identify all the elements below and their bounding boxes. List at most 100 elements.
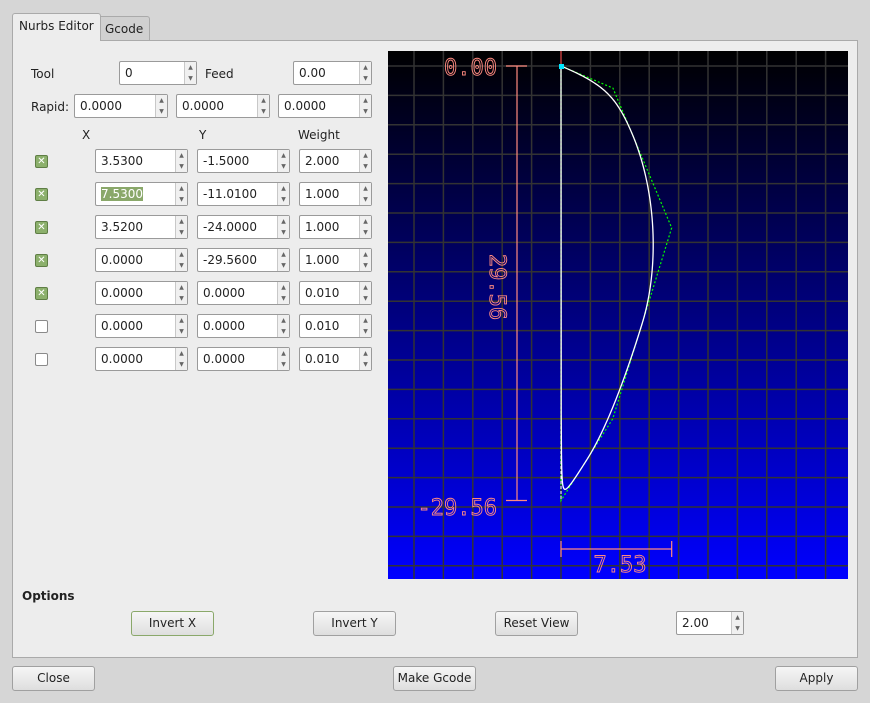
tab-nurbs-editor[interactable]: Nurbs Editor bbox=[12, 13, 101, 41]
nurbs-preview-canvas[interactable]: 0.00 -29.56 29.56 7.53 bbox=[383, 6, 856, 579]
make-gcode-button[interactable]: Make Gcode bbox=[393, 666, 476, 691]
point-x-spinbox[interactable]: 7.5300 ▲ ▼ bbox=[95, 182, 188, 206]
spin-up-icon[interactable]: ▲ bbox=[188, 64, 193, 71]
spin-down-icon[interactable]: ▼ bbox=[363, 108, 368, 115]
preview-svg[interactable]: 0.00 -29.56 29.56 7.53 bbox=[383, 6, 856, 579]
spin-down-icon[interactable]: ▼ bbox=[363, 295, 368, 302]
point-enabled-checkbox[interactable]: ✕ bbox=[35, 254, 48, 267]
spin-up-icon[interactable]: ▲ bbox=[363, 97, 368, 104]
spin-down-icon[interactable]: ▼ bbox=[281, 229, 286, 236]
point-weight-spinbox[interactable]: 1.000 ▲ ▼ bbox=[299, 248, 372, 272]
point-y-spinbox[interactable]: 0.0000 ▲ ▼ bbox=[197, 314, 290, 338]
spin-down-icon[interactable]: ▼ bbox=[179, 196, 184, 203]
spin-up-icon[interactable]: ▲ bbox=[179, 284, 184, 291]
point-x-spinbox[interactable]: 3.5300 ▲ ▼ bbox=[95, 149, 188, 173]
spin-down-icon[interactable]: ▼ bbox=[363, 196, 368, 203]
point-y-spinbox[interactable]: -29.5600 ▲ ▼ bbox=[197, 248, 290, 272]
invert-y-button[interactable]: Invert Y bbox=[313, 611, 396, 636]
point-enabled-checkbox[interactable] bbox=[35, 353, 48, 366]
spin-down-icon[interactable]: ▼ bbox=[179, 361, 184, 368]
start-point-marker[interactable] bbox=[559, 64, 564, 69]
point-x-spinbox-value[interactable]: 0.0000 bbox=[101, 352, 143, 366]
spin-down-icon[interactable]: ▼ bbox=[281, 295, 286, 302]
apply-button[interactable]: Apply bbox=[775, 666, 858, 691]
point-x-spinbox[interactable]: 3.5200 ▲ ▼ bbox=[95, 215, 188, 239]
point-enabled-checkbox[interactable]: ✕ bbox=[35, 155, 48, 168]
point-weight-spinbox-value[interactable]: 1.000 bbox=[305, 253, 340, 267]
rapid-x-spinbox[interactable]: 0.0000 ▲ ▼ bbox=[74, 94, 168, 118]
spin-down-icon[interactable]: ▼ bbox=[159, 108, 164, 115]
spin-up-icon[interactable]: ▲ bbox=[281, 152, 286, 159]
spin-down-icon[interactable]: ▼ bbox=[281, 328, 286, 335]
spin-up-icon[interactable]: ▲ bbox=[363, 284, 368, 291]
feed-spinbox[interactable]: 0.00 ▲ ▼ bbox=[293, 61, 372, 85]
spin-down-icon[interactable]: ▼ bbox=[179, 295, 184, 302]
point-x-spinbox-value[interactable]: 3.5200 bbox=[101, 220, 143, 234]
point-weight-spinbox[interactable]: 0.010 ▲ ▼ bbox=[299, 314, 372, 338]
point-weight-spinbox-value[interactable]: 0.010 bbox=[305, 352, 340, 366]
point-enabled-checkbox[interactable] bbox=[35, 320, 48, 333]
spin-up-icon[interactable]: ▲ bbox=[735, 614, 740, 621]
spin-down-icon[interactable]: ▼ bbox=[179, 262, 184, 269]
spin-up-icon[interactable]: ▲ bbox=[179, 152, 184, 159]
rapid-z-spinbox-value[interactable]: 0.0000 bbox=[284, 99, 326, 113]
point-y-spinbox-value[interactable]: -1.5000 bbox=[203, 154, 250, 168]
reset-view-button[interactable]: Reset View bbox=[495, 611, 578, 636]
spin-down-icon[interactable]: ▼ bbox=[363, 262, 368, 269]
rapid-y-spinbox-value[interactable]: 0.0000 bbox=[182, 99, 224, 113]
point-y-spinbox-value[interactable]: 0.0000 bbox=[203, 286, 245, 300]
spin-up-icon[interactable]: ▲ bbox=[159, 97, 164, 104]
point-weight-spinbox-value[interactable]: 2.000 bbox=[305, 154, 340, 168]
point-enabled-checkbox[interactable]: ✕ bbox=[35, 221, 48, 234]
point-x-spinbox-value[interactable]: 0.0000 bbox=[101, 286, 143, 300]
spin-down-icon[interactable]: ▼ bbox=[735, 625, 740, 632]
spin-down-icon[interactable]: ▼ bbox=[363, 361, 368, 368]
spin-down-icon[interactable]: ▼ bbox=[363, 163, 368, 170]
point-x-spinbox[interactable]: 0.0000 ▲ ▼ bbox=[95, 347, 188, 371]
spin-up-icon[interactable]: ▲ bbox=[363, 251, 368, 258]
point-x-spinbox[interactable]: 0.0000 ▲ ▼ bbox=[95, 314, 188, 338]
point-weight-spinbox-value[interactable]: 1.000 bbox=[305, 187, 340, 201]
spin-up-icon[interactable]: ▲ bbox=[281, 185, 286, 192]
point-weight-spinbox[interactable]: 0.010 ▲ ▼ bbox=[299, 347, 372, 371]
point-y-spinbox[interactable]: -1.5000 ▲ ▼ bbox=[197, 149, 290, 173]
rapid-x-spinbox-value[interactable]: 0.0000 bbox=[80, 99, 122, 113]
spin-up-icon[interactable]: ▲ bbox=[179, 218, 184, 225]
spin-down-icon[interactable]: ▼ bbox=[363, 328, 368, 335]
point-y-spinbox-value[interactable]: -11.0100 bbox=[203, 187, 257, 201]
spin-down-icon[interactable]: ▼ bbox=[281, 262, 286, 269]
spin-up-icon[interactable]: ▲ bbox=[363, 152, 368, 159]
point-y-spinbox-value[interactable]: 0.0000 bbox=[203, 319, 245, 333]
scale-spinbox[interactable]: 2.00 ▲ ▼ bbox=[676, 611, 744, 635]
spin-down-icon[interactable]: ▼ bbox=[363, 75, 368, 82]
spin-down-icon[interactable]: ▼ bbox=[363, 229, 368, 236]
spin-up-icon[interactable]: ▲ bbox=[363, 350, 368, 357]
spin-up-icon[interactable]: ▲ bbox=[281, 350, 286, 357]
point-weight-spinbox-value[interactable]: 0.010 bbox=[305, 286, 340, 300]
point-x-spinbox-value[interactable]: 0.0000 bbox=[101, 253, 143, 267]
rapid-y-spinbox[interactable]: 0.0000 ▲ ▼ bbox=[176, 94, 270, 118]
scale-value[interactable]: 2.00 bbox=[682, 616, 709, 630]
spin-down-icon[interactable]: ▼ bbox=[261, 108, 266, 115]
point-weight-spinbox[interactable]: 1.000 ▲ ▼ bbox=[299, 215, 372, 239]
spin-up-icon[interactable]: ▲ bbox=[363, 64, 368, 71]
spin-up-icon[interactable]: ▲ bbox=[281, 251, 286, 258]
spin-down-icon[interactable]: ▼ bbox=[179, 328, 184, 335]
tab-gcode[interactable]: Gcode bbox=[98, 16, 151, 40]
point-weight-spinbox[interactable]: 0.010 ▲ ▼ bbox=[299, 281, 372, 305]
point-weight-spinbox[interactable]: 1.000 ▲ ▼ bbox=[299, 182, 372, 206]
point-x-spinbox[interactable]: 0.0000 ▲ ▼ bbox=[95, 281, 188, 305]
point-y-spinbox[interactable]: 0.0000 ▲ ▼ bbox=[197, 347, 290, 371]
point-enabled-checkbox[interactable]: ✕ bbox=[35, 287, 48, 300]
rapid-z-spinbox[interactable]: 0.0000 ▲ ▼ bbox=[278, 94, 372, 118]
spin-up-icon[interactable]: ▲ bbox=[281, 317, 286, 324]
invert-x-button[interactable]: Invert X bbox=[131, 611, 214, 636]
spin-up-icon[interactable]: ▲ bbox=[363, 218, 368, 225]
spin-down-icon[interactable]: ▼ bbox=[281, 361, 286, 368]
spin-up-icon[interactable]: ▲ bbox=[179, 317, 184, 324]
point-y-spinbox-value[interactable]: -24.0000 bbox=[203, 220, 257, 234]
spin-up-icon[interactable]: ▲ bbox=[179, 350, 184, 357]
point-weight-spinbox-value[interactable]: 0.010 bbox=[305, 319, 340, 333]
point-x-spinbox-value[interactable]: 0.0000 bbox=[101, 319, 143, 333]
point-y-spinbox[interactable]: -11.0100 ▲ ▼ bbox=[197, 182, 290, 206]
